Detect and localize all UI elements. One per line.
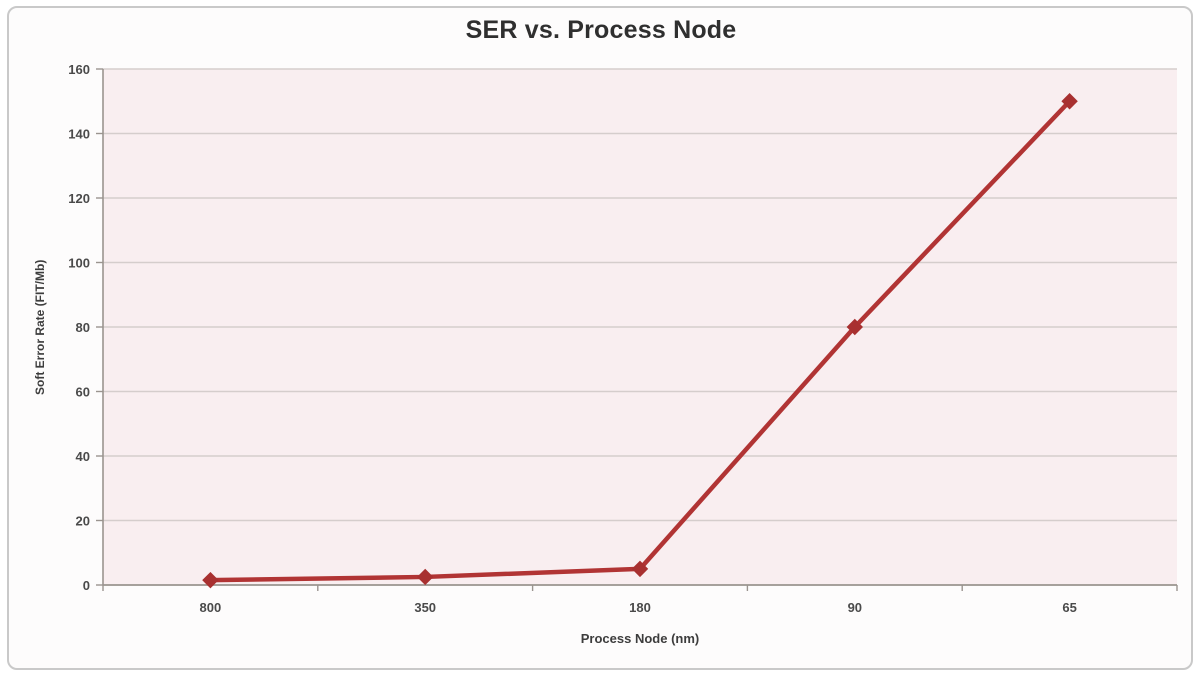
y-tick-label: 0 xyxy=(83,578,90,593)
y-tick-label: 80 xyxy=(76,320,90,335)
x-axis-title: Process Node (nm) xyxy=(580,631,700,646)
x-tick-label: 90 xyxy=(848,600,862,615)
y-tick-label: 40 xyxy=(76,449,90,464)
data-point-marker xyxy=(846,318,864,336)
y-tick-label: 60 xyxy=(76,385,90,400)
data-point-marker xyxy=(1061,93,1078,110)
chart-title: SER vs. Process Node xyxy=(465,16,737,44)
y-tick-label: 20 xyxy=(76,514,90,529)
x-tick-label: 180 xyxy=(629,600,651,615)
data-point-marker xyxy=(631,560,649,578)
y-tick-label: 160 xyxy=(68,62,90,77)
y-tick-label: 100 xyxy=(68,256,90,271)
y-tick-label: 140 xyxy=(68,127,90,142)
data-point-marker xyxy=(202,571,219,589)
x-tick-label: 65 xyxy=(1062,600,1076,615)
x-tick-label: 350 xyxy=(414,600,436,615)
x-tick-label: 800 xyxy=(200,600,222,615)
y-tick-label: 120 xyxy=(68,191,90,206)
y-axis-title: Soft Error Rate (FIT/Mb) xyxy=(33,259,47,395)
data-point-marker xyxy=(416,568,434,586)
